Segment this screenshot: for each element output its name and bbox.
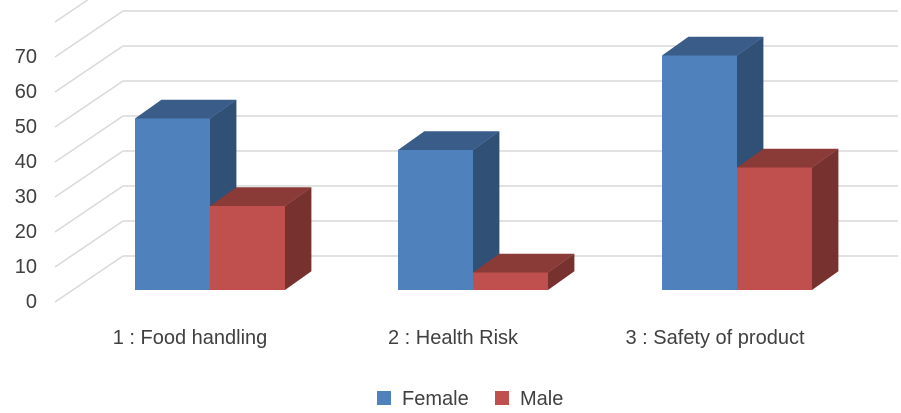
bar-side [548,253,575,290]
bar [135,118,210,290]
y-axis: 0 10 20 30 40 50 60 70 [15,46,37,313]
gridline-side [54,10,124,58]
x-axis: 1 : Food handling 2 : Health Risk 3 : Safe… [113,327,805,349]
legend-label: Female [402,388,469,410]
y-tick-label: 30 [15,186,37,208]
gridline-side [54,150,124,198]
bar [210,206,285,290]
bar-top [662,36,764,56]
y-tick-label: 40 [15,151,37,173]
legend: Female Male [377,388,563,410]
y-tick-label: 50 [15,116,37,138]
bar-top [737,148,839,168]
gridline-side [54,255,124,303]
gridline-side [54,45,124,93]
category-label: 3 : Safety of product [626,327,805,349]
bar-side [285,187,312,290]
bar-top [473,253,575,273]
gridline-side [54,220,124,268]
bar-top [135,99,237,119]
bar [398,150,473,290]
gridline-side [54,80,124,128]
y-tick-label: 60 [15,81,37,103]
category-label: 1 : Food handling [113,327,268,349]
bar [473,272,548,290]
y-tick-label: 10 [15,256,37,278]
legend-swatch [495,391,509,405]
bar-top [398,131,500,150]
gridline-side [54,0,89,23]
gridline-side [54,185,124,233]
category-label: 2 : Health Risk [388,327,519,349]
bar [662,55,737,290]
bars [135,36,839,290]
gridline-side [54,115,124,163]
y-tick-label: 70 [15,46,37,68]
bar [737,167,812,290]
legend-label: Male [520,388,563,410]
bar-side [812,148,839,290]
y-tick-label: 0 [26,291,37,313]
bar-top [210,187,312,206]
y-tick-label: 20 [15,221,37,243]
bar-side [473,131,500,290]
legend-swatch [377,391,391,405]
